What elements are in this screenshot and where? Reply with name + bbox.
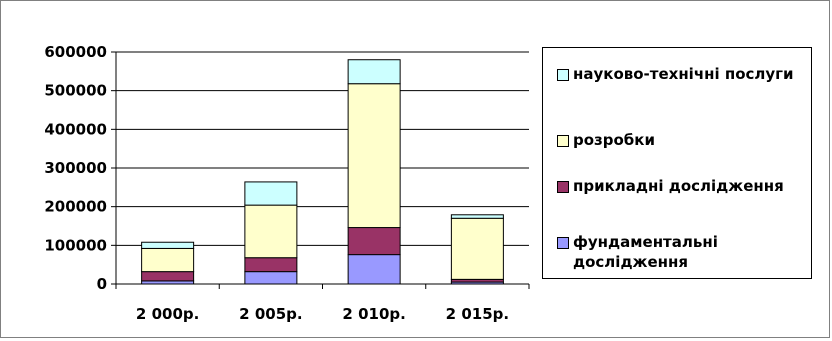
legend-label: розробки: [573, 131, 655, 149]
legend-swatch: [557, 181, 569, 193]
x-tick-label: 2 015р.: [446, 305, 509, 323]
bar-segment: [244, 204, 298, 259]
y-tick-label: 0: [97, 275, 107, 293]
legend-label: фундаментальні дослідження: [573, 233, 718, 271]
y-tick-label: 500000: [44, 82, 107, 100]
bar-segment: [244, 181, 298, 206]
x-tick-label: 2 005р.: [239, 305, 302, 323]
chart-legend: науково-технічні послуги розробки прикладн…: [542, 47, 812, 279]
y-tick-label: 100000: [44, 236, 107, 254]
bar-segment: [347, 254, 401, 285]
bar-segment: [141, 247, 195, 273]
y-tick-label: 300000: [44, 159, 107, 177]
bar-segment: [347, 227, 401, 256]
legend-label: науково-технічні послуги: [573, 65, 794, 83]
legend-swatch: [557, 69, 569, 81]
bar-segment: [347, 59, 401, 85]
bar-segment: [450, 217, 504, 280]
y-tick-label: 400000: [44, 120, 107, 138]
bar-segment: [141, 241, 195, 249]
legend-swatch: [557, 135, 569, 147]
bar-segment: [347, 83, 401, 229]
legend-swatch: [557, 237, 569, 249]
x-tick-label: 2 010р.: [342, 305, 405, 323]
x-tick-label: 2 000р.: [136, 305, 199, 323]
bar-segment: [141, 271, 195, 282]
y-tick-label: 200000: [44, 198, 107, 216]
bar-segment: [244, 257, 298, 273]
legend-label: прикладні дослідження: [573, 177, 784, 195]
y-tick-label: 600000: [44, 43, 107, 61]
bar-segment: [450, 214, 504, 219]
bar-segment: [244, 271, 298, 285]
